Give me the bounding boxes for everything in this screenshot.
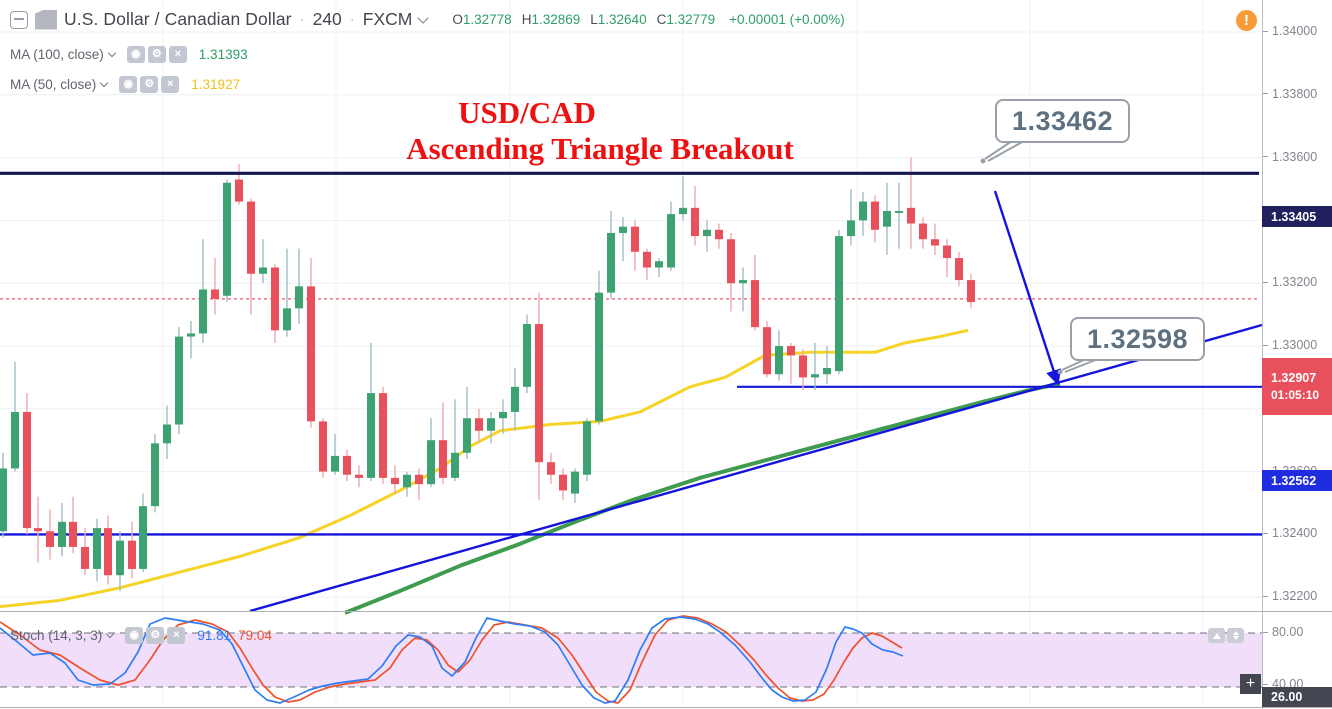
low-value: 1.32640 [597,12,647,27]
eye-icon[interactable]: ◉ [125,627,144,644]
chevron-down-icon[interactable] [417,11,430,24]
stoch-k-value: 91.81 [197,628,232,643]
open-label: O [452,12,463,27]
chevron-down-icon[interactable] [107,48,117,57]
eye-icon[interactable]: ◉ [126,46,145,63]
chart-header: U.S. Dollar / Canadian Dollar · 240 · FX… [10,9,845,30]
price-tick-1.33200[interactable]: 1.33200 [1263,275,1317,289]
triangle-updown-icon [1232,631,1239,640]
close-icon[interactable]: × [168,46,187,63]
ma50-legend-label[interactable]: MA (50, close) [10,77,97,92]
gear-icon[interactable]: ⚙ [146,627,165,644]
price-tick-1.33000[interactable]: 1.33000 [1263,338,1317,352]
annotation-title-line1: USD/CAD [458,95,596,130]
triangle-up-icon [1212,632,1221,639]
symbol-title[interactable]: U.S. Dollar / Canadian Dollar [64,9,292,29]
high-label: H [521,12,532,27]
ascending-trendline [249,323,1263,613]
stoch-value-badge: 26.00 [1262,687,1332,707]
alert-warning-icon[interactable]: ! [1236,10,1257,31]
current-price-value: 1.32907 [1271,371,1317,385]
price-tick-1.33800[interactable]: 1.33800 [1263,87,1317,101]
breakout-arrow [993,190,1062,386]
ma50-line [0,328,969,609]
annotation-title-line2: Ascending Triangle Breakout [406,131,794,166]
ma100-legend-label[interactable]: MA (100, close) [10,47,104,62]
price-tick-1.32400[interactable]: 1.32400 [1263,526,1317,540]
close-label: C [656,12,667,27]
close-icon[interactable]: × [161,76,180,93]
price-tick-1.32200[interactable]: 1.32200 [1263,589,1317,603]
callout-support-price[interactable]: 1.32598 [1070,317,1205,361]
gear-icon[interactable]: ⚙ [140,76,159,93]
scale-updown-button[interactable] [1227,628,1244,643]
price-badge-navy: 1.33405 [1262,206,1332,227]
close-value: 1.32779 [666,12,716,27]
interval-value[interactable]: 240 [312,9,342,29]
price-axis-border [1262,0,1263,709]
ma50-value: 1.31927 [191,77,241,92]
ohlc-readout: O1.32778 H1.32869 L1.32640 C1.32779 +0.0… [452,12,844,27]
high-value: 1.32869 [531,12,581,27]
add-alert-plus-button[interactable]: + [1240,674,1261,694]
stoch-d-value: 79.04 [238,628,272,643]
callout-resistance-price[interactable]: 1.33462 [995,99,1130,143]
eye-icon[interactable]: ◉ [119,76,138,93]
price-tick-1.34000[interactable]: 1.34000 [1263,24,1317,38]
scale-up-button[interactable] [1208,628,1225,643]
exchange-name[interactable]: FXCM [362,9,413,29]
ma100-line [344,381,1061,615]
open-value: 1.32778 [462,12,512,27]
bar-countdown: 01:05:10 [1271,388,1320,402]
candles [0,157,975,591]
bottom-separator [0,707,1332,708]
stoch-legend: Stoch (14, 3, 3) ◉ ⚙ × 91.81 79.04 [10,627,272,644]
ma100-legend: MA (100, close) ◉ ⚙ × 1.31393 [10,46,248,63]
chevron-down-icon[interactable] [100,78,109,87]
close-icon[interactable]: × [167,627,186,644]
price-tick-1.33600[interactable]: 1.33600 [1263,150,1317,164]
stoch-legend-label[interactable]: Stoch (14, 3, 3) [10,628,103,643]
change-value: +0.00001 (+0.00%) [729,12,845,27]
current-price-badge: 1.32907 01:05:10 [1262,358,1332,415]
chevron-down-icon[interactable] [106,629,115,638]
symbol-logo [35,9,57,30]
price-badge-blue: 1.32562 [1262,470,1332,491]
ma100-value: 1.31393 [198,47,248,62]
panel-separator[interactable] [0,611,1332,612]
separator-dot: · [349,11,355,28]
low-label: L [590,12,598,27]
collapse-chart-button[interactable] [10,10,28,29]
stoch-tick-80.00[interactable]: 80.00 [1263,625,1303,639]
gear-icon[interactable]: ⚙ [147,46,166,63]
separator-dot: · [299,11,305,28]
ma50-legend: MA (50, close) ◉ ⚙ × 1.31927 [10,76,240,93]
